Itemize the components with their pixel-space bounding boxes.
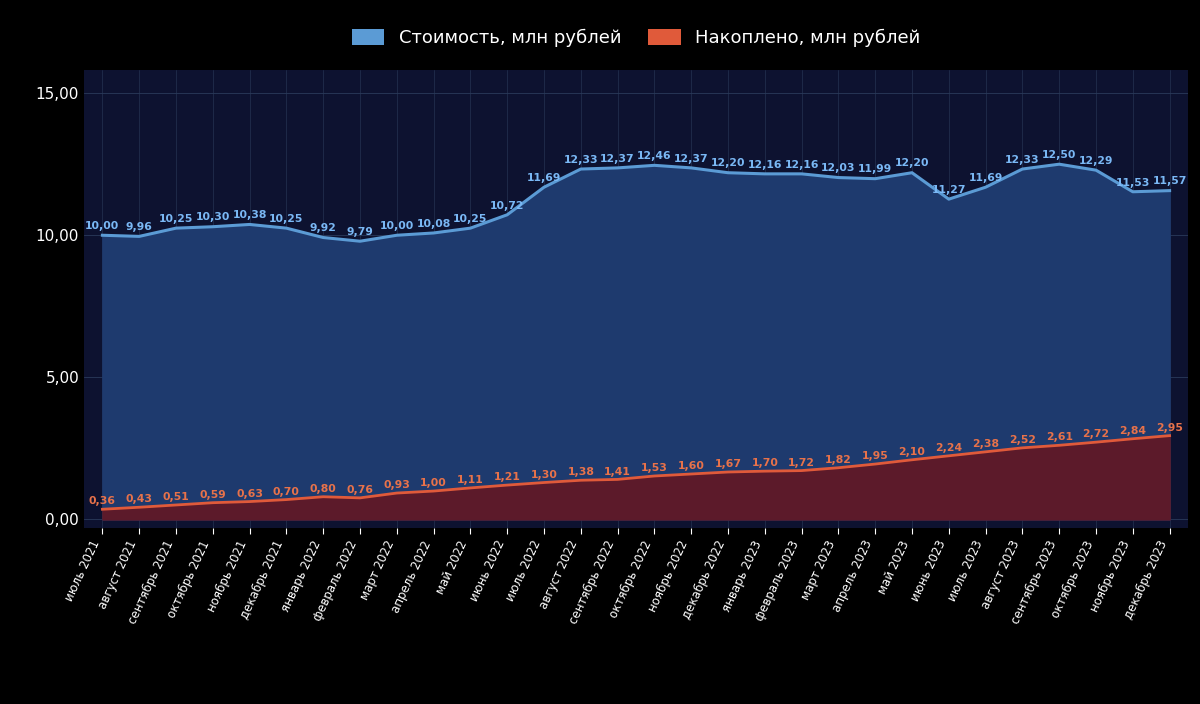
Text: 10,38: 10,38 (233, 210, 266, 220)
Text: 12,33: 12,33 (1006, 155, 1039, 165)
Text: 12,46: 12,46 (637, 151, 672, 161)
Text: 12,20: 12,20 (710, 158, 745, 168)
Text: 10,25: 10,25 (269, 214, 304, 224)
Text: 2,38: 2,38 (972, 439, 1000, 449)
Text: 12,37: 12,37 (600, 153, 635, 163)
Text: 0,70: 0,70 (272, 486, 300, 497)
Text: 9,92: 9,92 (310, 223, 337, 233)
Text: 11,53: 11,53 (1116, 177, 1150, 187)
Legend: Стоимость, млн рублей, Накоплено, млн рублей: Стоимость, млн рублей, Накоплено, млн ру… (343, 20, 929, 56)
Text: 10,25: 10,25 (454, 214, 487, 224)
Text: 11,69: 11,69 (968, 173, 1003, 183)
Text: 0,76: 0,76 (347, 485, 373, 495)
Text: 0,59: 0,59 (199, 490, 226, 500)
Text: 1,30: 1,30 (530, 470, 558, 479)
Text: 1,00: 1,00 (420, 478, 446, 488)
Text: 11,27: 11,27 (931, 185, 966, 195)
Text: 12,03: 12,03 (821, 163, 856, 173)
Text: 12,29: 12,29 (1079, 156, 1114, 166)
Text: 1,53: 1,53 (641, 463, 668, 473)
Text: 9,96: 9,96 (126, 222, 152, 232)
Text: 2,52: 2,52 (1009, 435, 1036, 445)
Text: 2,61: 2,61 (1045, 432, 1073, 442)
Text: 1,60: 1,60 (678, 461, 704, 471)
Text: 0,80: 0,80 (310, 484, 336, 494)
Text: 12,37: 12,37 (674, 153, 708, 163)
Text: 2,95: 2,95 (1156, 423, 1183, 433)
Text: 0,36: 0,36 (89, 496, 116, 506)
Text: 12,20: 12,20 (895, 158, 929, 168)
Text: 11,99: 11,99 (858, 165, 893, 175)
Text: 12,33: 12,33 (564, 155, 598, 165)
Text: 2,10: 2,10 (899, 447, 925, 457)
Text: 2,24: 2,24 (935, 443, 962, 453)
Text: 1,21: 1,21 (493, 472, 521, 482)
Text: 11,57: 11,57 (1152, 177, 1187, 187)
Text: 0,63: 0,63 (236, 489, 263, 498)
Text: 12,16: 12,16 (748, 160, 782, 170)
Text: 10,08: 10,08 (416, 219, 451, 229)
Text: 1,70: 1,70 (751, 458, 779, 468)
Text: 11,69: 11,69 (527, 173, 562, 183)
Text: 1,67: 1,67 (714, 459, 742, 469)
Text: 10,25: 10,25 (158, 214, 193, 224)
Text: 12,50: 12,50 (1042, 150, 1076, 160)
Text: 1,72: 1,72 (788, 458, 815, 467)
Text: 10,30: 10,30 (196, 213, 230, 222)
Text: 0,51: 0,51 (163, 492, 190, 502)
Text: 1,95: 1,95 (862, 451, 888, 461)
Text: 1,11: 1,11 (457, 475, 484, 485)
Text: 9,79: 9,79 (347, 227, 373, 237)
Text: 1,82: 1,82 (824, 455, 852, 465)
Text: 0,93: 0,93 (383, 480, 410, 490)
Text: 10,00: 10,00 (85, 221, 120, 231)
Text: 2,72: 2,72 (1082, 429, 1110, 439)
Text: 1,41: 1,41 (604, 467, 631, 477)
Text: 10,72: 10,72 (490, 201, 524, 210)
Text: 0,43: 0,43 (126, 494, 152, 504)
Text: 1,38: 1,38 (568, 467, 594, 477)
Text: 2,84: 2,84 (1120, 426, 1146, 436)
Text: 10,00: 10,00 (379, 221, 414, 231)
Text: 12,16: 12,16 (785, 160, 818, 170)
